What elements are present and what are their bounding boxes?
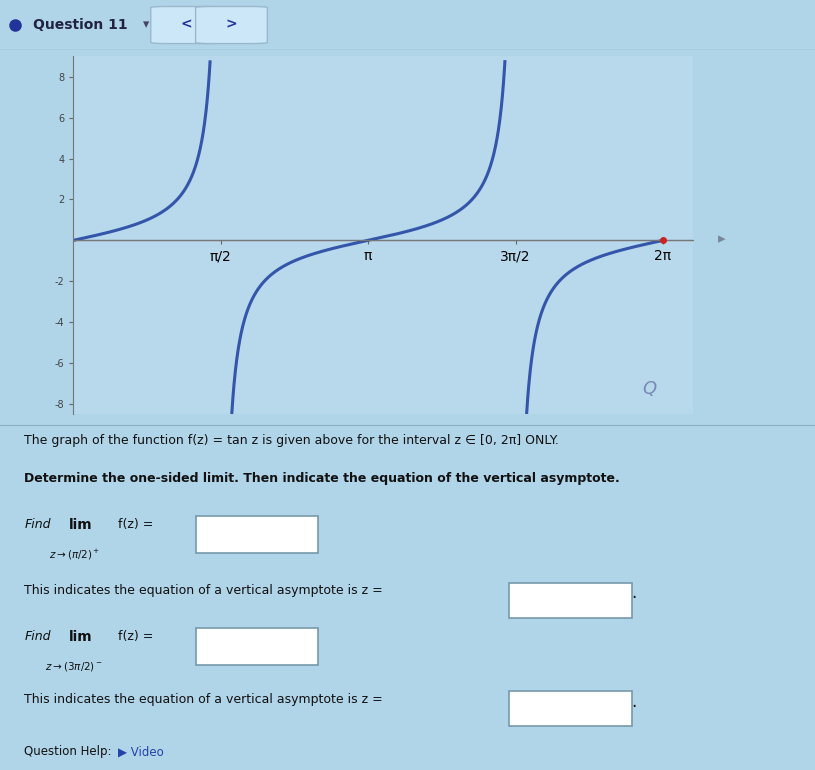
Text: >: > bbox=[226, 17, 237, 31]
Text: <: < bbox=[181, 17, 192, 31]
Text: Find: Find bbox=[24, 517, 51, 531]
Text: lim: lim bbox=[69, 630, 93, 644]
Text: This indicates the equation of a vertical asymptote is z =: This indicates the equation of a vertica… bbox=[24, 584, 387, 598]
Text: ▾: ▾ bbox=[143, 18, 149, 32]
Text: Q: Q bbox=[642, 380, 656, 398]
Text: The graph of the function f(z) = tan z is given above for the interval z ∈ [0, 2: The graph of the function f(z) = tan z i… bbox=[24, 434, 559, 447]
FancyBboxPatch shape bbox=[196, 516, 318, 553]
Text: Determine the one-sided limit. Then indicate the equation of the vertical asympt: Determine the one-sided limit. Then indi… bbox=[24, 472, 620, 485]
FancyBboxPatch shape bbox=[509, 583, 632, 618]
Text: This indicates the equation of a vertical asymptote is z =: This indicates the equation of a vertica… bbox=[24, 693, 387, 706]
Text: Question Help:: Question Help: bbox=[24, 745, 112, 758]
Text: Question 11: Question 11 bbox=[33, 18, 127, 32]
Text: f(z) =: f(z) = bbox=[118, 630, 153, 643]
Text: ▶ Video: ▶ Video bbox=[118, 745, 164, 758]
FancyBboxPatch shape bbox=[151, 6, 222, 44]
Text: $z \to (\pi/2)^+$: $z \to (\pi/2)^+$ bbox=[49, 547, 100, 561]
FancyBboxPatch shape bbox=[196, 6, 267, 44]
FancyBboxPatch shape bbox=[196, 628, 318, 665]
Text: .: . bbox=[632, 693, 637, 711]
Text: Find: Find bbox=[24, 630, 51, 643]
Text: .: . bbox=[632, 584, 637, 602]
Text: $z \to (3\pi/2)^-$: $z \to (3\pi/2)^-$ bbox=[45, 660, 103, 673]
Text: ▸: ▸ bbox=[717, 231, 725, 246]
Text: lim: lim bbox=[69, 517, 93, 532]
Text: f(z) =: f(z) = bbox=[118, 517, 153, 531]
FancyBboxPatch shape bbox=[509, 691, 632, 726]
